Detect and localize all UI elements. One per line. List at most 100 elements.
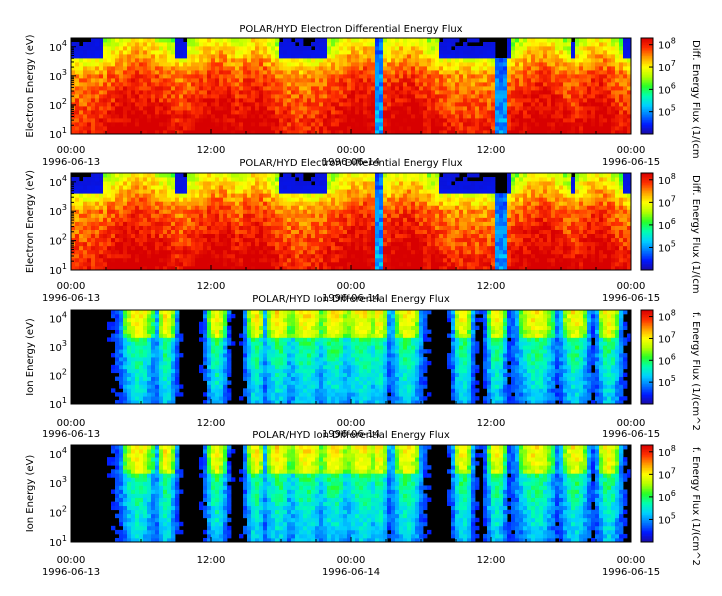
spectrogram-cell: [199, 246, 203, 250]
spectrogram-cell: [223, 78, 227, 82]
spectrogram-cell: [191, 222, 195, 226]
spectrogram-cell: [443, 118, 447, 122]
spectrogram-cell: [271, 193, 275, 197]
spectrogram-cell: [563, 126, 567, 130]
spectrogram-cell: [571, 86, 575, 90]
spectrogram-cell: [95, 177, 99, 181]
x-date-label: 1996-06-15: [602, 157, 660, 168]
spectrogram-cell: [495, 90, 499, 94]
spectrogram-cell: [99, 74, 103, 78]
spectrogram-cell: [151, 90, 155, 94]
spectrogram-cell: [335, 62, 339, 66]
spectrogram-cell: [415, 42, 419, 46]
spectrogram-cell: [107, 181, 111, 185]
spectrogram-cell: [219, 122, 223, 126]
spectrogram-cell: [379, 78, 383, 82]
spectrogram-cell: [119, 94, 123, 98]
spectrogram-cell: [115, 250, 119, 254]
spectrogram-cell: [159, 209, 163, 213]
spectrogram-cell: [423, 98, 427, 102]
spectrogram-cell: [243, 46, 247, 50]
spectrogram-cell: [295, 94, 299, 98]
spectrogram-cell: [235, 226, 239, 230]
spectrogram-cell: [79, 234, 83, 238]
spectrogram-cell: [111, 181, 115, 185]
spectrogram-cell: [443, 94, 447, 98]
spectrogram-cell: [331, 54, 335, 58]
spectrogram-cell: [151, 106, 155, 110]
spectrogram-cell: [171, 262, 175, 266]
spectrogram-cell: [579, 118, 583, 122]
spectrogram-cell: [155, 262, 159, 266]
spectrogram-cell: [463, 70, 467, 74]
spectrogram-cell: [163, 46, 167, 50]
spectrogram-cell: [251, 209, 255, 213]
spectrogram-cell: [219, 58, 223, 62]
spectrogram-cell: [355, 78, 359, 82]
spectrogram-cell: [263, 66, 267, 70]
spectrogram-cell: [231, 246, 235, 250]
spectrogram-cell: [451, 90, 455, 94]
spectrogram-cell: [195, 173, 199, 177]
spectrogram-cell: [247, 54, 251, 58]
spectrogram-cell: [99, 118, 103, 122]
spectrogram-cell: [583, 110, 587, 114]
spectrogram-cell: [199, 110, 203, 114]
spectrogram-cell: [235, 106, 239, 110]
spectrogram-cell: [455, 78, 459, 82]
spectrogram-cell: [143, 102, 147, 106]
spectrogram-cell: [119, 46, 123, 50]
spectrogram-cell: [163, 185, 167, 189]
spectrogram-cell: [619, 106, 623, 110]
spectrogram-cell: [487, 118, 491, 122]
spectrogram-cell: [187, 234, 191, 238]
y-tick-label: 102: [49, 97, 67, 112]
spectrogram-cell: [159, 114, 163, 118]
spectrogram-cell: [187, 173, 191, 177]
spectrogram-cell: [103, 78, 107, 82]
spectrogram-cell: [319, 173, 323, 177]
spectrogram-cell: [251, 246, 255, 250]
spectrogram-cell: [135, 98, 139, 102]
spectrogram-cell: [267, 209, 271, 213]
spectrogram-cell: [543, 94, 547, 98]
spectrogram-cell: [211, 213, 215, 217]
spectrogram-cell: [371, 74, 375, 78]
spectrogram-cell: [215, 46, 219, 50]
spectrogram-cell: [483, 122, 487, 126]
spectrogram-cell: [95, 58, 99, 62]
spectrogram-cell: [319, 197, 323, 201]
spectrogram-cell: [495, 82, 499, 86]
spectrogram-cell: [555, 58, 559, 62]
spectrogram-cell: [251, 94, 255, 98]
spectrogram-cell: [71, 185, 75, 189]
spectrogram-cell: [251, 185, 255, 189]
spectrogram-cell: [327, 90, 331, 94]
spectrogram-cell: [131, 38, 135, 42]
spectrogram-cell: [527, 82, 531, 86]
spectrogram-cell: [595, 118, 599, 122]
spectrogram-cell: [147, 222, 151, 226]
spectrogram-cell: [455, 58, 459, 62]
spectrogram-cell: [231, 82, 235, 86]
spectrogram-cell: [139, 185, 143, 189]
spectrogram-cell: [523, 90, 527, 94]
spectrogram-cell: [135, 38, 139, 42]
spectrogram-cell: [203, 181, 207, 185]
spectrogram-cell: [211, 177, 215, 181]
spectrogram-cell: [231, 126, 235, 130]
spectrogram-cell: [355, 58, 359, 62]
spectrogram-cell: [179, 62, 183, 66]
spectrogram-cell: [423, 74, 427, 78]
spectrogram-cell: [551, 94, 555, 98]
spectrogram-cell: [159, 78, 163, 82]
spectrogram-cell: [591, 70, 595, 74]
spectrogram-cell: [143, 258, 147, 262]
y-tick-label: 104: [49, 39, 67, 54]
spectrogram-cell: [391, 114, 395, 118]
spectrogram-cell: [351, 94, 355, 98]
spectrogram-cell: [203, 110, 207, 114]
spectrogram-cell: [291, 201, 295, 205]
spectrogram-cell: [307, 126, 311, 130]
spectrogram-cell: [211, 201, 215, 205]
